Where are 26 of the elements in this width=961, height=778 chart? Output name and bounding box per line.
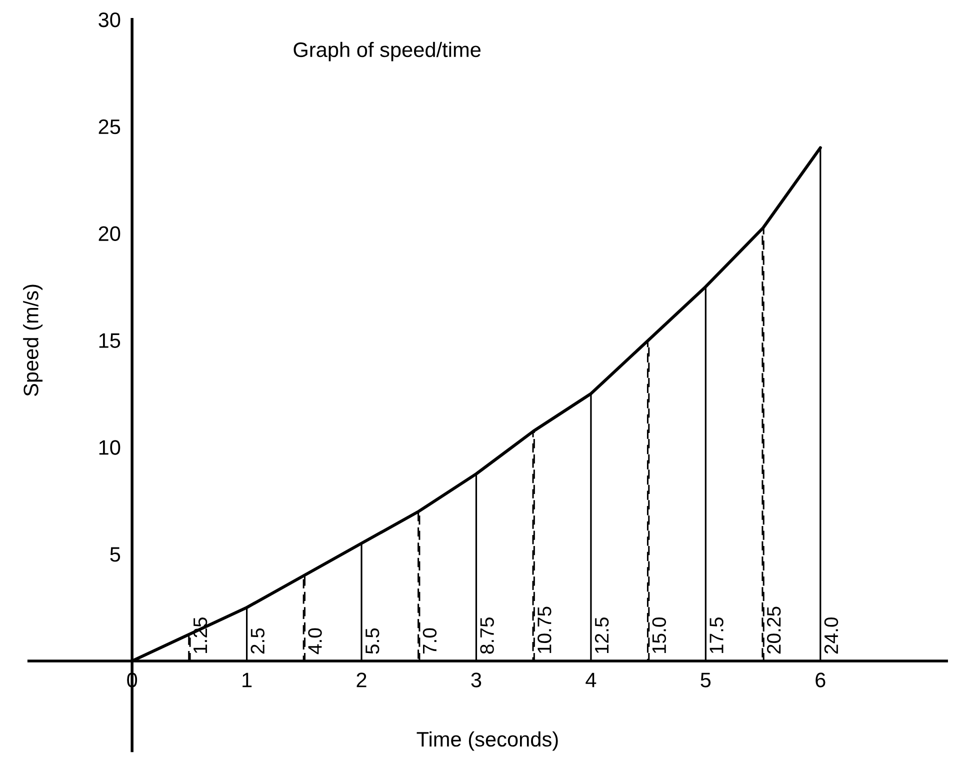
x-tick-label: 2 (356, 672, 366, 688)
data-label: 2.5 (250, 628, 265, 654)
y-axis-title: Speed (m/s) (23, 284, 43, 396)
data-label: 4.0 (308, 628, 322, 654)
y-tick-label: 30 (98, 12, 120, 28)
y-tick-label: 10 (99, 440, 120, 455)
y-tick-label: 15 (99, 333, 120, 348)
x-tick-label: 3 (471, 672, 482, 688)
data-label: 20.25 (766, 606, 781, 654)
x-tick-label: 5 (700, 672, 711, 688)
x-axis-title: Time (seconds) (416, 731, 558, 751)
text: Graph of speed/time (294, 42, 481, 62)
data-label: 8.75 (480, 618, 494, 654)
data-label: 7.0 (422, 628, 437, 654)
x-tick-label: 4 (586, 672, 596, 688)
x-tick-label: 1 (242, 672, 252, 688)
data-label: 12.5 (594, 618, 609, 654)
x-tick-label: 6 (816, 672, 826, 688)
data-label: 10.75 (538, 606, 552, 654)
data-label: 24.0 (824, 617, 838, 654)
y-tick-label: 20 (98, 226, 120, 242)
data-label: 15.0 (652, 617, 666, 654)
y-tick-label: 25 (98, 119, 120, 134)
data-label: 5.5 (366, 628, 380, 654)
y-tick-label: 5 (110, 547, 120, 562)
data-label: 17.5 (710, 618, 724, 654)
